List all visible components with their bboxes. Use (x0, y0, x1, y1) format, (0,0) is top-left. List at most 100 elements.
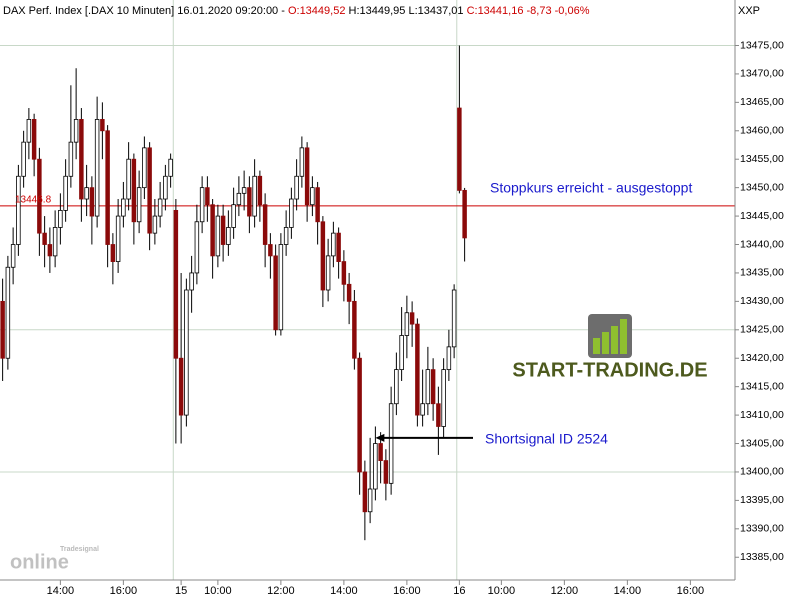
candle-body (147, 147, 152, 234)
candle-body (273, 255, 278, 331)
candle-body (331, 232, 336, 257)
stop-label: 13446.8 (15, 194, 52, 205)
y-tick-label: 13415,00 (740, 380, 784, 392)
candle-body (409, 312, 415, 325)
candle-body (5, 266, 11, 359)
arrow-head (375, 433, 385, 442)
candle-body (126, 158, 131, 200)
candle-body (152, 215, 158, 234)
x-tick-label: 12:00 (551, 585, 579, 597)
candle-body (226, 227, 231, 245)
candle-body (173, 209, 179, 359)
annotation: Shortsignal ID 2524 (485, 431, 608, 447)
x-tick-label: 16 (453, 585, 465, 597)
x-tick-label: 15 (175, 585, 187, 597)
watermark-text: online (10, 551, 69, 573)
candle-body (462, 189, 467, 239)
title-part: H:13449,95 L:13437,01 (345, 5, 466, 17)
candle-body (105, 130, 110, 245)
candle-body (367, 488, 373, 513)
candle-body (262, 204, 268, 245)
candle-body (388, 403, 394, 484)
candle-body (383, 460, 389, 484)
candle-body (42, 232, 47, 245)
y-tick-label: 13385,00 (740, 551, 784, 563)
logo-icon (602, 332, 609, 354)
candle-body (341, 261, 347, 285)
candle-body (299, 147, 305, 177)
candle-body (252, 175, 257, 217)
candle-body (178, 357, 184, 416)
candle-body (236, 192, 242, 206)
x-tick-label: 14:00 (614, 585, 642, 597)
candle-body (289, 198, 294, 228)
title-part: O:13449,52 (288, 5, 346, 17)
y-tick-label: 13475,00 (740, 39, 784, 51)
logo-icon (620, 319, 627, 354)
x-tick-label: 16:00 (393, 585, 421, 597)
candle-body (420, 403, 425, 416)
candle-body (110, 244, 116, 262)
candle-body (325, 255, 331, 291)
candle-body (47, 244, 53, 257)
annotation: Stoppkurs erreicht - ausgestoppt (490, 180, 692, 196)
candle-body (136, 187, 142, 223)
candle-body (404, 312, 410, 336)
y-tick-label: 13405,00 (740, 437, 784, 449)
candles (0, 45, 467, 541)
x-tick-label: 10:00 (204, 585, 232, 597)
candle-body (294, 175, 299, 200)
x-tick-label: 14:00 (330, 585, 358, 597)
candle-body (215, 215, 221, 257)
candle-body (10, 244, 16, 268)
candle-body (189, 272, 194, 291)
y-tick-label: 13470,00 (740, 68, 784, 80)
y-tick-label: 13435,00 (740, 267, 784, 279)
title-part: DAX Perf. Index [.DAX 10 Minuten] 16.01.… (3, 5, 288, 17)
candle-body (257, 175, 263, 206)
y-tick-label: 13445,00 (740, 210, 784, 222)
candle-body (131, 158, 137, 223)
candle-body (37, 158, 42, 234)
candle-body (63, 175, 68, 211)
y-tick-label: 13440,00 (740, 238, 784, 250)
candle-body (241, 187, 247, 194)
candle-body (220, 215, 226, 245)
candle-body (52, 227, 58, 257)
axis-code: XXP (738, 5, 760, 17)
candle-body (336, 232, 341, 262)
candle-body (394, 369, 399, 405)
y-tick-label: 13450,00 (740, 181, 784, 193)
candle-body (157, 198, 163, 217)
candle-body (194, 221, 200, 274)
y-tick-label: 13425,00 (740, 324, 784, 336)
candle-body (94, 119, 100, 217)
candle-body (320, 221, 326, 291)
candle-body (26, 119, 32, 143)
candle-body (205, 187, 210, 206)
candle-body (247, 187, 252, 217)
candle-body (21, 141, 26, 177)
candle-body (168, 158, 173, 177)
candle-body (100, 119, 105, 132)
candle-body (399, 335, 404, 371)
y-tick-label: 13430,00 (740, 295, 784, 307)
candle-body (378, 443, 383, 461)
candle-body (115, 215, 121, 262)
candle-body (79, 119, 84, 200)
candle-body (199, 187, 205, 223)
x-tick-label: 12:00 (267, 585, 295, 597)
candle-body (346, 283, 352, 302)
y-tick-label: 13420,00 (740, 352, 784, 364)
x-tick-label: 10:00 (488, 585, 516, 597)
candle-body (31, 119, 37, 160)
x-tick-label: 16:00 (110, 585, 138, 597)
candle-body (315, 187, 320, 223)
chart-title: DAX Perf. Index [.DAX 10 Minuten] 16.01.… (3, 5, 590, 17)
x-tick-label: 16:00 (677, 585, 705, 597)
candle-body (441, 369, 446, 427)
y-tick-label: 13410,00 (740, 409, 784, 421)
